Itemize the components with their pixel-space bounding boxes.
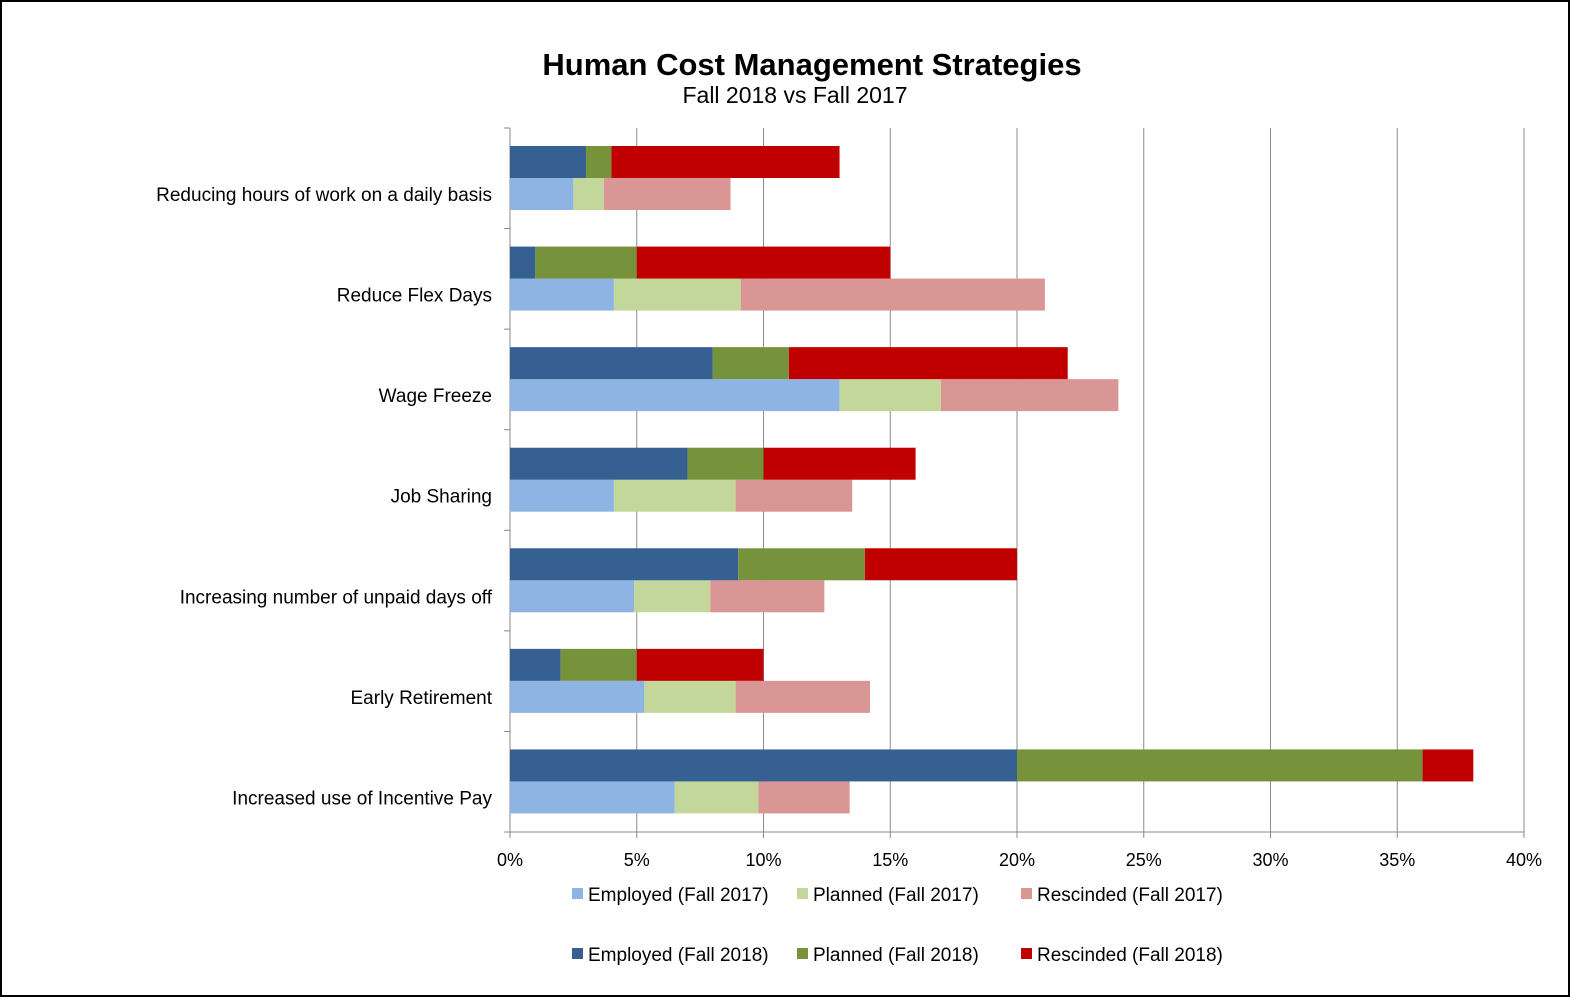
bar-segment bbox=[644, 680, 736, 713]
x-tick-label: 20% bbox=[999, 850, 1035, 870]
bar-segment bbox=[510, 548, 739, 581]
bar-segment bbox=[510, 447, 688, 480]
legend-entry: Planned (Fall 2018) bbox=[813, 945, 979, 966]
bar-segment bbox=[1017, 749, 1423, 782]
bar-segment bbox=[510, 278, 614, 311]
category-label: Wage Freeze bbox=[379, 386, 492, 407]
x-tick-label: 30% bbox=[1252, 850, 1288, 870]
bar-segment bbox=[611, 146, 840, 178]
category-label: Job Sharing bbox=[391, 487, 492, 508]
chart-title: Human Cost Management Strategies bbox=[542, 47, 1081, 82]
category-label: Increased use of Incentive Pay bbox=[232, 788, 492, 809]
bar-segment bbox=[636, 648, 764, 681]
bars bbox=[510, 146, 1474, 814]
bar-segment bbox=[788, 347, 1068, 380]
bar-segment bbox=[510, 479, 614, 512]
gridlines bbox=[504, 127, 1525, 838]
category-label: Reduce Flex Days bbox=[337, 286, 492, 307]
bar-segment bbox=[712, 347, 789, 380]
category-label: Increasing number of unpaid days off bbox=[180, 587, 493, 608]
bar-segment bbox=[735, 680, 870, 713]
bar-segment bbox=[710, 580, 825, 613]
x-tick-label: 40% bbox=[1506, 850, 1542, 870]
bar-segment bbox=[510, 347, 713, 380]
bar-segment bbox=[763, 447, 916, 480]
bar-segment bbox=[510, 749, 1017, 782]
bar-segment bbox=[510, 781, 675, 814]
bar-segment bbox=[740, 278, 1045, 311]
bar-segment bbox=[573, 178, 604, 210]
bar-segment bbox=[586, 146, 612, 178]
bar-segment bbox=[613, 278, 741, 311]
x-tick-label: 15% bbox=[872, 850, 908, 870]
bar-segment bbox=[603, 178, 731, 210]
bar-segment bbox=[758, 781, 850, 814]
x-tick-label: 5% bbox=[624, 850, 650, 870]
bar-segment bbox=[510, 146, 587, 178]
legend-entry: Planned (Fall 2017) bbox=[813, 885, 979, 906]
bar-segment bbox=[634, 580, 711, 613]
bar-segment bbox=[864, 548, 1017, 581]
bar-segment bbox=[735, 479, 853, 512]
legend-swatch bbox=[572, 888, 583, 899]
bar-segment bbox=[1422, 749, 1474, 782]
bar-segment bbox=[510, 379, 840, 412]
bar-segment bbox=[940, 379, 1119, 412]
legend-entry: Rescinded (Fall 2017) bbox=[1037, 885, 1223, 906]
bar-segment bbox=[535, 246, 637, 279]
legend-swatch bbox=[797, 888, 808, 899]
legend: Employed (Fall 2017) Planned (Fall 2017) R… bbox=[572, 885, 1223, 966]
bar-segment bbox=[738, 548, 865, 581]
bar-segment bbox=[613, 479, 736, 512]
x-tick-label: 25% bbox=[1126, 850, 1162, 870]
x-tick-label: 0% bbox=[497, 850, 523, 870]
chart-subtitle: Fall 2018 vs Fall 2017 bbox=[682, 82, 907, 108]
bar-segment bbox=[510, 648, 561, 681]
bar-segment bbox=[636, 246, 891, 279]
bar-segment bbox=[687, 447, 764, 480]
category-label: Early Retirement bbox=[351, 688, 493, 709]
legend-swatch bbox=[572, 948, 583, 959]
bar-segment bbox=[510, 580, 635, 613]
category-label: Reducing hours of work on a daily basis bbox=[156, 185, 492, 206]
bar-segment bbox=[510, 680, 645, 713]
legend-entry: Employed (Fall 2017) bbox=[588, 885, 769, 906]
legend-entry: Employed (Fall 2018) bbox=[588, 945, 769, 966]
legend-swatch bbox=[1021, 888, 1032, 899]
bar-segment bbox=[674, 781, 759, 814]
x-tick-label: 10% bbox=[745, 850, 781, 870]
bar-segment bbox=[839, 379, 941, 412]
bar-segment bbox=[510, 178, 574, 210]
x-axis-ticks: 0% 5% 10% 15% 20% 25% 30% 35% 40% bbox=[497, 850, 1542, 870]
legend-swatch bbox=[1021, 948, 1032, 959]
legend-swatch bbox=[797, 948, 808, 959]
category-labels: Reducing hours of work on a daily basis R… bbox=[156, 185, 493, 809]
x-tick-label: 35% bbox=[1379, 850, 1415, 870]
legend-entry: Rescinded (Fall 2018) bbox=[1037, 945, 1223, 966]
bar-segment bbox=[560, 648, 637, 681]
bar-segment bbox=[510, 246, 536, 279]
